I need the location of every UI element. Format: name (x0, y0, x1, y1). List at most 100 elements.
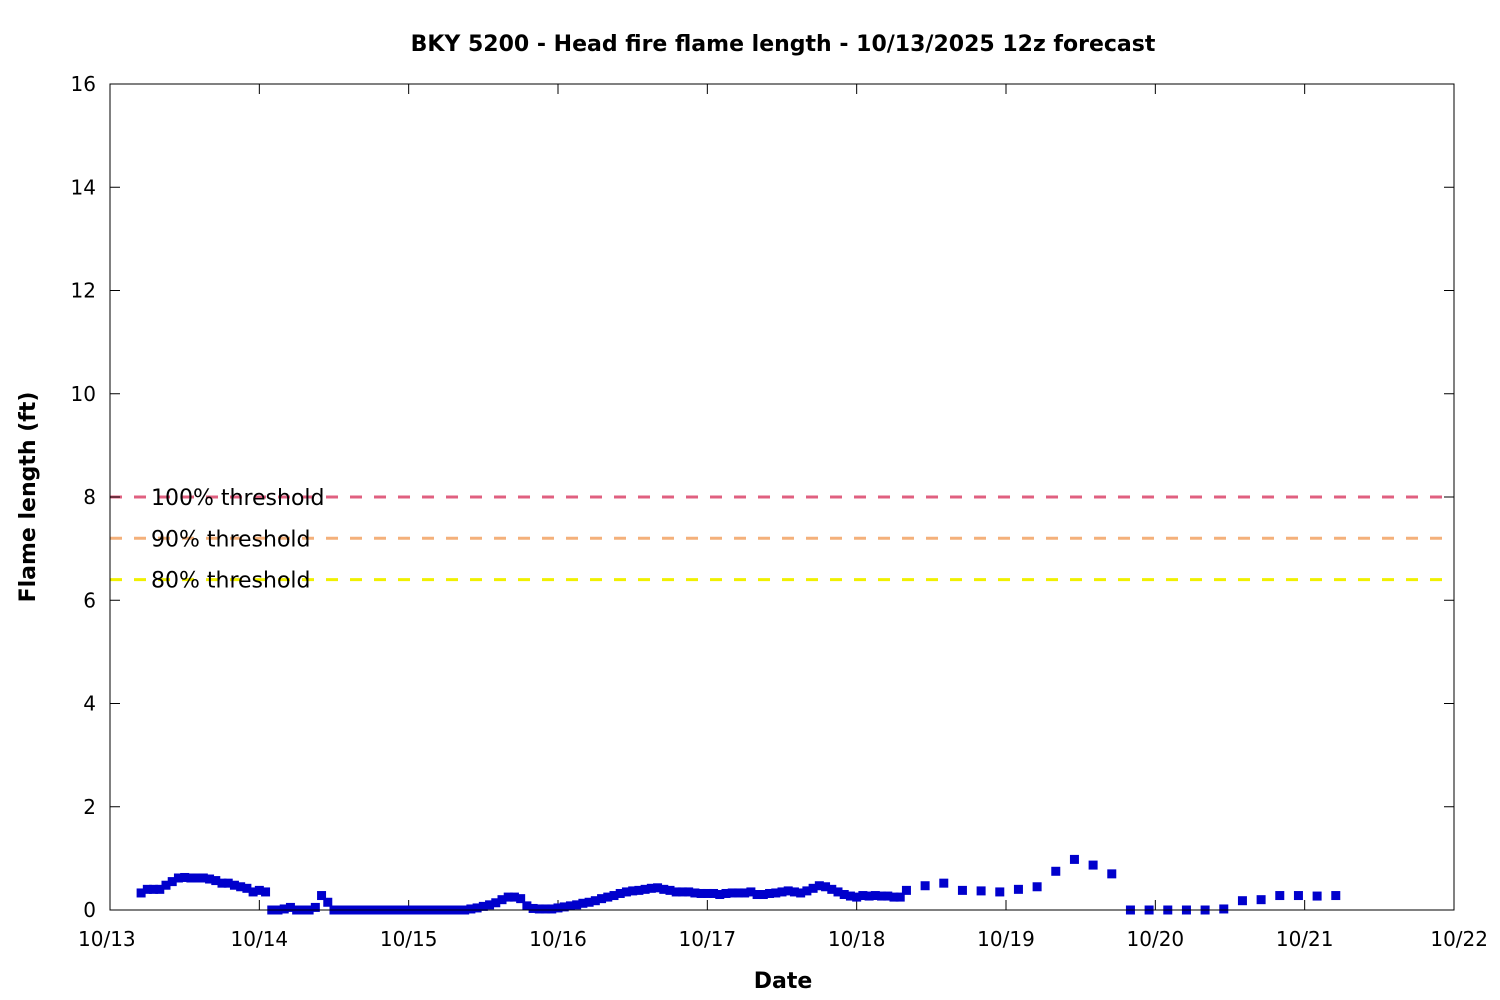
data-point (584, 897, 594, 907)
data-point (248, 887, 258, 897)
data-point (877, 891, 887, 901)
data-point (565, 901, 575, 911)
data-point (858, 891, 868, 901)
data-point (646, 883, 656, 893)
data-point (167, 877, 177, 887)
data-point (839, 890, 849, 900)
data-point (547, 904, 557, 914)
data-point (173, 873, 183, 883)
data-point (217, 878, 227, 888)
data-point (223, 878, 233, 888)
threshold-label: 90% threshold (151, 527, 311, 552)
data-point (310, 902, 320, 912)
data-point (715, 890, 725, 900)
data-point (677, 887, 687, 897)
data-point (1256, 895, 1266, 905)
x-tick-label: 10/22 (1430, 927, 1488, 951)
x-tick-label: 10/15 (380, 927, 438, 951)
data-point (653, 883, 663, 893)
y-tick-label: 4 (83, 692, 96, 716)
data-point (534, 904, 544, 914)
threshold-lines: 100% threshold 90% threshold 80% threshold (110, 486, 1454, 594)
data-point (485, 900, 495, 910)
data-point (254, 885, 264, 895)
data-point (472, 903, 482, 913)
data-point (845, 891, 855, 901)
y-tick-label: 0 (83, 898, 96, 922)
data-point (889, 892, 899, 902)
data-point (590, 896, 600, 906)
data-point (721, 888, 731, 898)
data-point (541, 904, 551, 914)
data-point (628, 886, 638, 896)
data-point (205, 874, 215, 884)
data-point (864, 891, 874, 901)
data-point (242, 883, 252, 893)
data-point (1107, 869, 1117, 879)
data-point (528, 903, 538, 913)
y-tick-label: 14 (71, 175, 96, 199)
data-point (155, 884, 165, 894)
data-point (615, 888, 625, 898)
data-point (572, 900, 582, 910)
data-point (136, 888, 146, 898)
data-point (727, 888, 737, 898)
data-point (1293, 891, 1303, 901)
data-point (690, 888, 700, 898)
data-point (578, 898, 588, 908)
data-point (765, 888, 775, 898)
x-tick-label: 10/16 (529, 927, 587, 951)
data-point (883, 891, 893, 901)
data-point (198, 873, 208, 883)
data-point (771, 888, 781, 898)
data-point (709, 888, 719, 898)
data-point (317, 891, 327, 901)
data-point (802, 886, 812, 896)
chart-title: BKY 5200 - Head fire flame length - 10/1… (411, 32, 1156, 57)
data-point (180, 872, 190, 882)
data-point (665, 885, 675, 895)
data-point (833, 887, 843, 897)
x-axis-label: Date (754, 969, 813, 994)
data-point (995, 887, 1005, 897)
data-point (1275, 891, 1285, 901)
data-point (211, 876, 221, 886)
threshold-label: 80% threshold (151, 569, 311, 594)
x-tick-label: 10/19 (977, 927, 1035, 951)
data-point (976, 886, 986, 896)
data-point (789, 887, 799, 897)
data-point (522, 901, 532, 911)
data-point (740, 888, 750, 898)
data-point (621, 887, 631, 897)
data-point (640, 884, 650, 894)
x-tick-label: 10/13 (78, 927, 136, 951)
data-point (149, 884, 159, 894)
data-point (733, 888, 743, 898)
data-point (1051, 866, 1061, 876)
x-tick-label: 10/17 (679, 927, 737, 951)
y-tick-label: 12 (71, 279, 96, 303)
data-point (1088, 860, 1098, 870)
data-point (634, 885, 644, 895)
data-point (559, 902, 569, 912)
y-tick-label: 8 (83, 485, 96, 509)
data-point (497, 895, 507, 905)
data-point (466, 904, 476, 914)
data-point (1032, 882, 1042, 892)
data-point (1331, 891, 1341, 901)
data-point (503, 892, 513, 902)
data-point (746, 887, 756, 897)
data-point (261, 887, 271, 897)
y-tick-label: 16 (71, 72, 96, 96)
y-tick-label: 2 (83, 795, 96, 819)
data-point (279, 904, 289, 914)
axis-ticks: 0 2 4 6 8 10 12 14 16 10/13 10/14 10/15 10/16 10/17 10… (71, 72, 1488, 951)
data-point (939, 878, 949, 888)
data-point (827, 884, 837, 894)
x-tick-label: 10/18 (828, 927, 886, 951)
data-point (852, 892, 862, 902)
data-point (1237, 896, 1247, 906)
data-point (796, 888, 806, 898)
data-point (285, 902, 295, 912)
